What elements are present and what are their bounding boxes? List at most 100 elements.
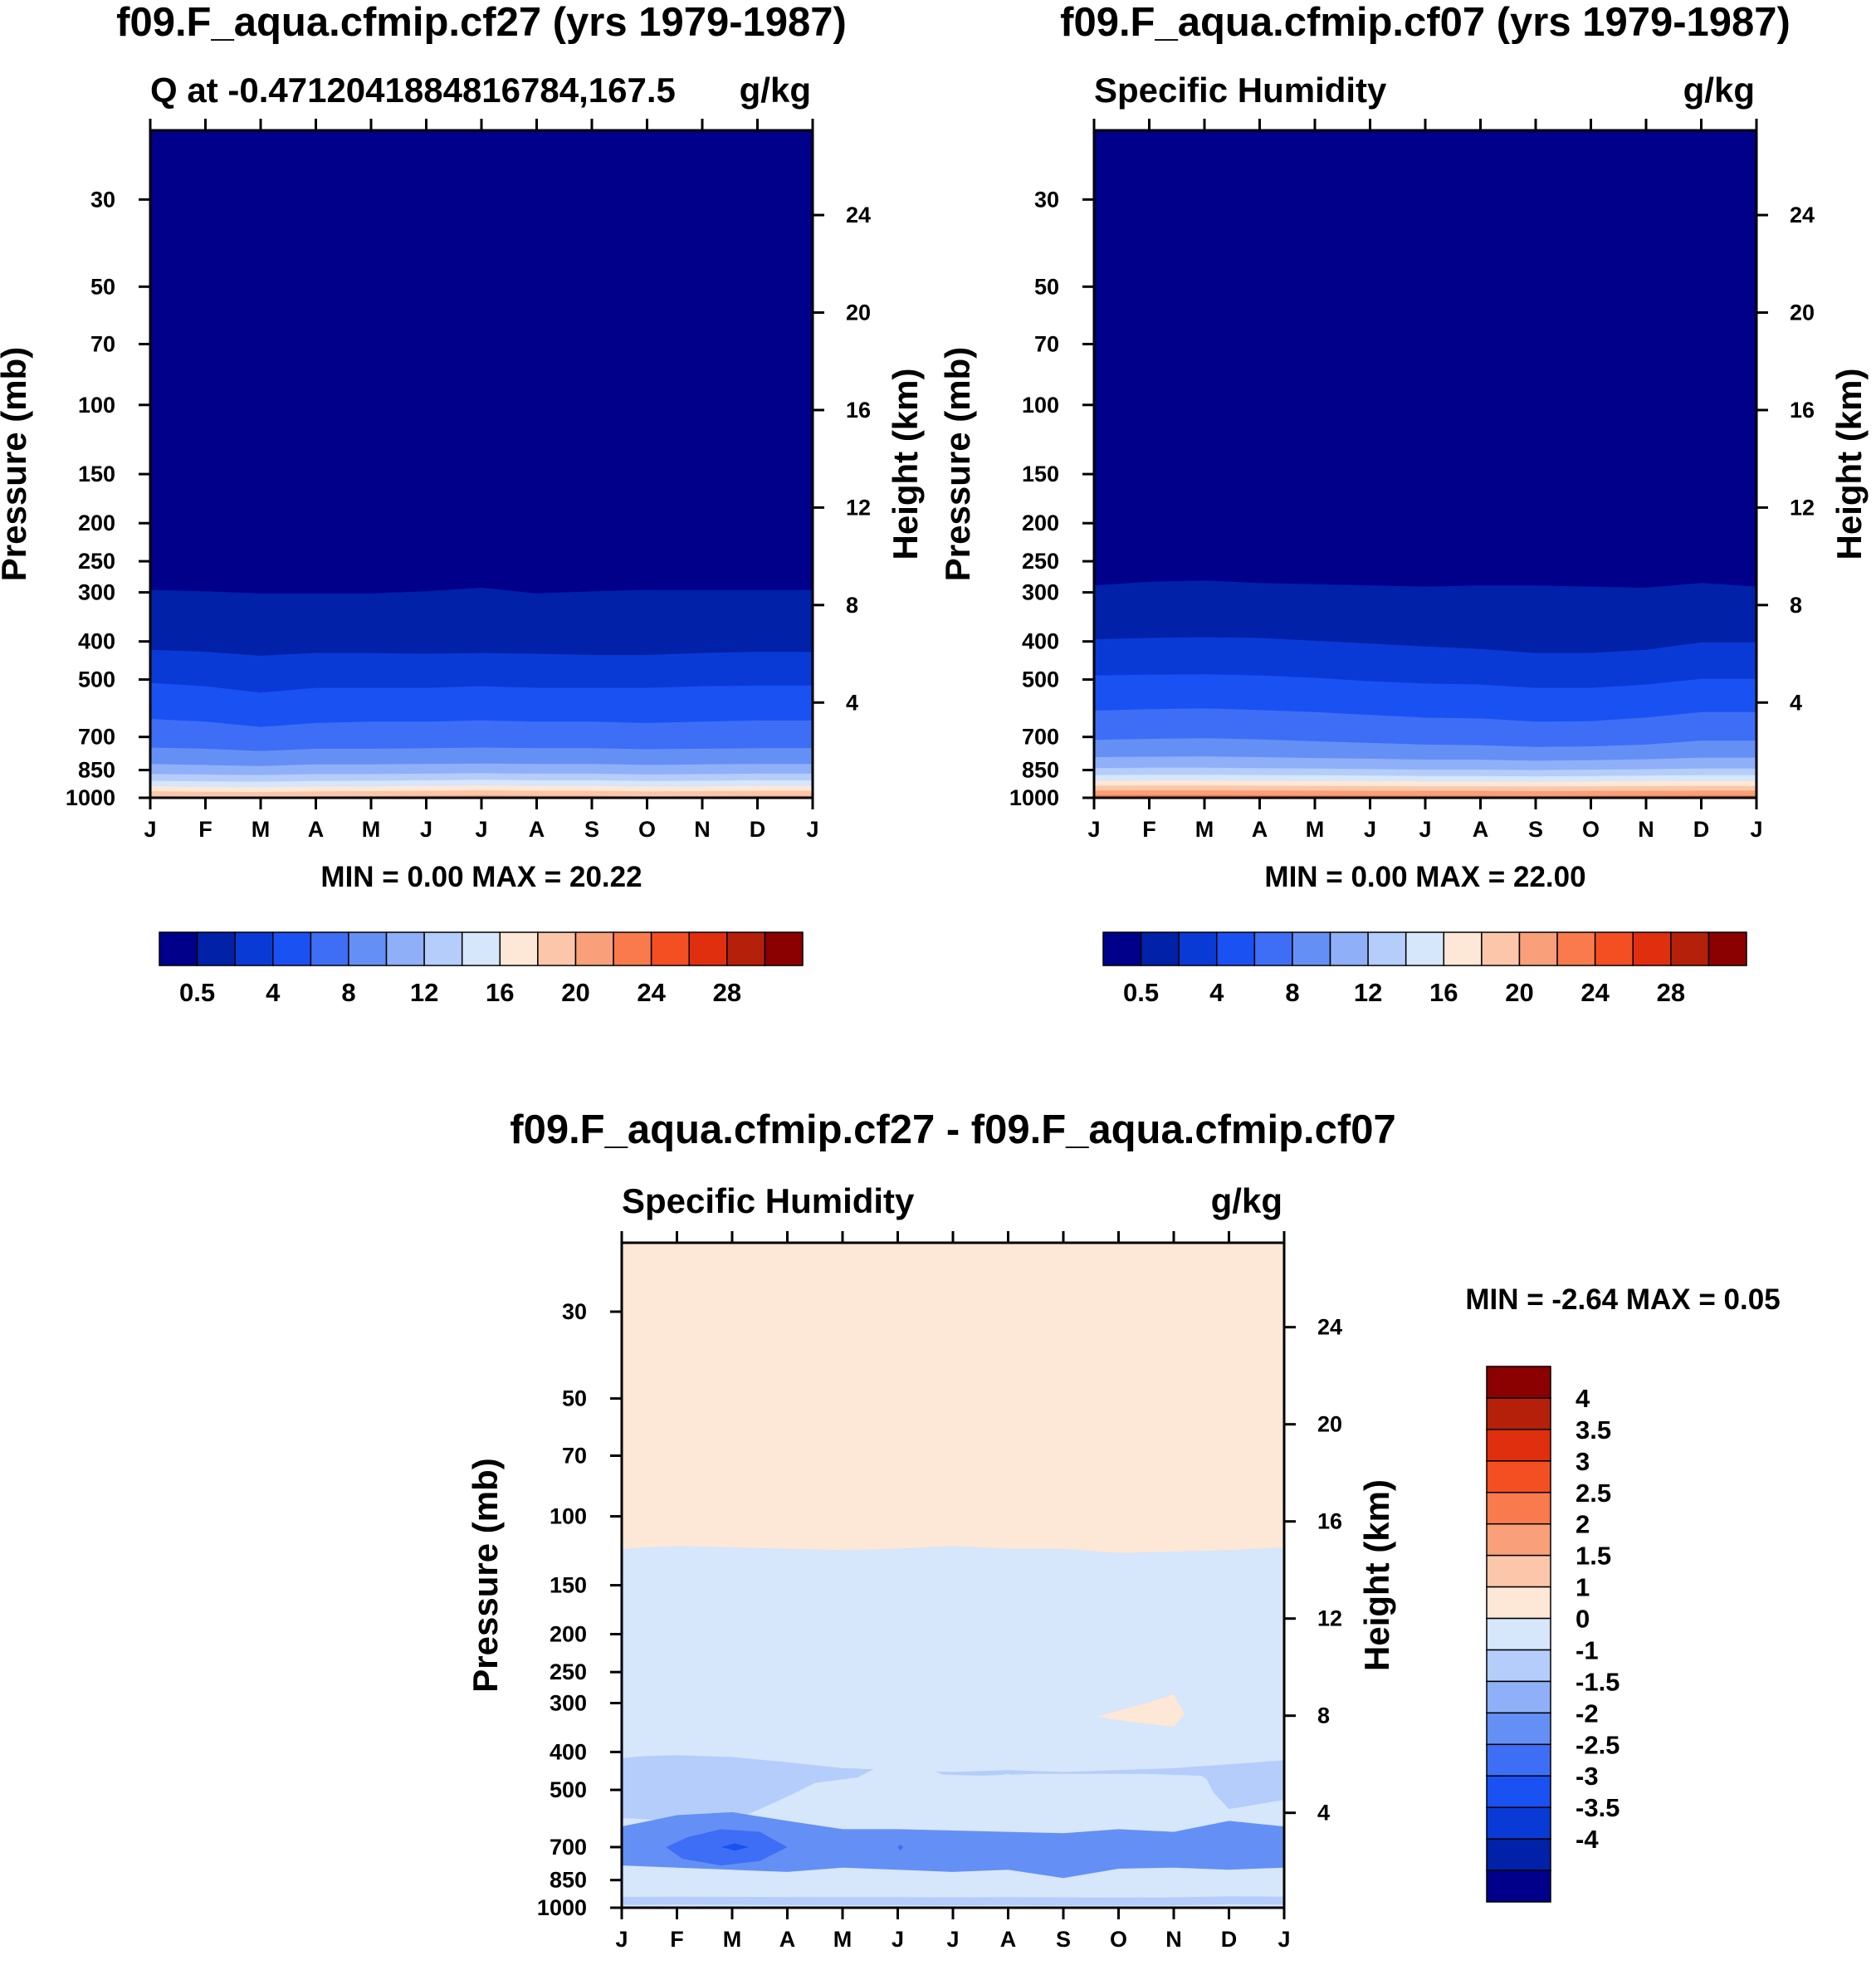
colorbar-label: 2 — [1576, 1510, 1590, 1539]
x-tick-label: S — [1528, 817, 1543, 842]
colorbar-box — [423, 931, 463, 966]
y-right-tick-label: 12 — [1790, 495, 1815, 520]
min-max-label: MIN = -2.64 MAX = 0.05 — [1465, 1283, 1780, 1316]
y-tick-label: 300 — [78, 580, 115, 605]
contour-fill-band — [622, 1755, 1284, 1821]
y-tick-label: 50 — [562, 1386, 587, 1411]
y-tick-label: 30 — [90, 187, 115, 212]
colorbar-box — [1486, 1680, 1551, 1714]
colorbar-label: 4 — [266, 978, 281, 1007]
x-tick-label: S — [584, 817, 599, 842]
y-tick-label: 70 — [1034, 331, 1059, 356]
x-tick-label: A — [1252, 817, 1268, 842]
contour-fill-band — [980, 1773, 1023, 1782]
y-tick-label: 700 — [550, 1835, 587, 1860]
subtitle-left: Specific Humidity — [1094, 71, 1387, 110]
colorbar-label: 1.5 — [1576, 1542, 1611, 1571]
y-right-tick-label: 8 — [1790, 593, 1802, 618]
y-tick-label: 70 — [562, 1444, 587, 1469]
x-tick-label: N — [694, 817, 711, 842]
colorbar-box — [272, 931, 312, 966]
x-tick-label: D — [1221, 1927, 1238, 1952]
y-tick-label: 1000 — [1009, 785, 1059, 810]
y-tick-label: 500 — [550, 1777, 587, 1802]
colorbar-box — [1486, 1429, 1551, 1462]
y-axis-label: Pressure (mb) — [938, 347, 977, 581]
colorbar-label: 24 — [637, 978, 666, 1007]
colorbar-box — [1481, 931, 1521, 966]
colorbar-box — [1486, 1554, 1551, 1588]
min-max-label: MIN = 0.00 MAX = 22.00 — [1264, 861, 1585, 893]
x-tick-label: F — [670, 1927, 684, 1952]
x-tick-label: J — [1750, 817, 1762, 842]
x-tick-label: J — [615, 1927, 628, 1952]
contour-fill-band — [1229, 1884, 1284, 1894]
colorbar-box — [1443, 931, 1483, 966]
x-tick-label: F — [198, 817, 213, 842]
y-right-tick-label: 20 — [846, 301, 871, 325]
y-right-tick-label: 24 — [846, 203, 871, 227]
y-tick-label: 700 — [78, 725, 115, 750]
colorbar-label: 8 — [341, 978, 355, 1007]
colorbar-label: 3.5 — [1576, 1415, 1611, 1444]
contour-fill-band — [1096, 1694, 1185, 1728]
y-tick-label: 500 — [1022, 667, 1059, 692]
y-right-tick-label: 24 — [1790, 203, 1815, 227]
y-tick-label: 500 — [78, 667, 115, 692]
y-tick-label: 100 — [550, 1504, 587, 1529]
y-tick-label: 100 — [78, 393, 115, 418]
contour-fill-band — [622, 1811, 1284, 1879]
x-tick-label: F — [1142, 817, 1156, 842]
colorbar-box — [764, 931, 804, 966]
colorbar-label: 4 — [1576, 1384, 1590, 1413]
colorbar: 0.5 4 8 12 16 20 24 28 — [159, 931, 804, 1007]
y-tick-label: 30 — [562, 1299, 587, 1324]
x-tick-label: M — [833, 1927, 853, 1952]
y-tick-label: 70 — [90, 331, 115, 356]
x-tick-label: A — [779, 1927, 796, 1952]
colorbar-box — [1178, 931, 1218, 966]
chart-title: f09.F_aqua.cfmip.cf27 (yrs 1979-1987) — [116, 0, 847, 45]
colorbar-label: -3.5 — [1576, 1793, 1620, 1822]
colorbar-box — [1486, 1460, 1551, 1493]
colorbar-box — [234, 931, 274, 966]
colorbar-label: 0 — [1576, 1605, 1590, 1634]
colorbar-box — [310, 931, 349, 966]
colorbar-box — [1518, 931, 1558, 966]
colorbar-box — [726, 931, 766, 966]
colorbar-label: -4 — [1576, 1825, 1599, 1854]
colorbar-box — [1486, 1649, 1551, 1683]
contour-fill-band — [721, 1843, 749, 1851]
x-tick-label: J — [420, 817, 432, 842]
colorbar-label: 0.5 — [179, 978, 215, 1007]
subtitle-left: Q at -0.4712041884816784,167.5 — [150, 71, 676, 110]
colorbar-box — [1486, 1743, 1551, 1777]
colorbar-box — [499, 931, 539, 966]
colorbar-box — [1405, 931, 1445, 966]
panel-3: J F M A M J J A S O N D J305070100150200250300400500… — [466, 1107, 1781, 1952]
subtitle-right: g/kg — [1683, 71, 1755, 110]
contour-fill-band — [150, 790, 813, 798]
x-tick-label: A — [529, 817, 545, 842]
y-tick-label: 850 — [1022, 758, 1059, 783]
colorbar-box — [1486, 1492, 1551, 1525]
colorbar-label: -3 — [1576, 1762, 1599, 1791]
y-axis-label: Pressure (mb) — [466, 1458, 505, 1692]
panel-1: J F M A M J J A S O N D J 30 50 70 100 150 200 250 300 400 500… — [0, 0, 925, 1007]
x-tick-label: J — [144, 817, 156, 842]
x-tick-label: J — [1419, 817, 1431, 842]
colorbar-label: 28 — [1657, 978, 1685, 1007]
y-right-tick-label: 8 — [1317, 1703, 1330, 1728]
colorbar-label: 12 — [410, 978, 438, 1007]
colorbar-box — [1486, 1366, 1551, 1399]
colorbar-box — [1670, 931, 1710, 966]
colorbar-box — [1486, 1523, 1551, 1557]
x-tick-label: J — [475, 817, 487, 842]
y-right-tick-label: 12 — [846, 495, 871, 520]
x-tick-label: M — [1306, 817, 1325, 842]
y-tick-label: 30 — [1034, 187, 1059, 212]
x-tick-label: J — [1087, 817, 1100, 842]
colorbar-label: -2 — [1576, 1699, 1599, 1728]
colorbar-box — [1632, 931, 1672, 966]
